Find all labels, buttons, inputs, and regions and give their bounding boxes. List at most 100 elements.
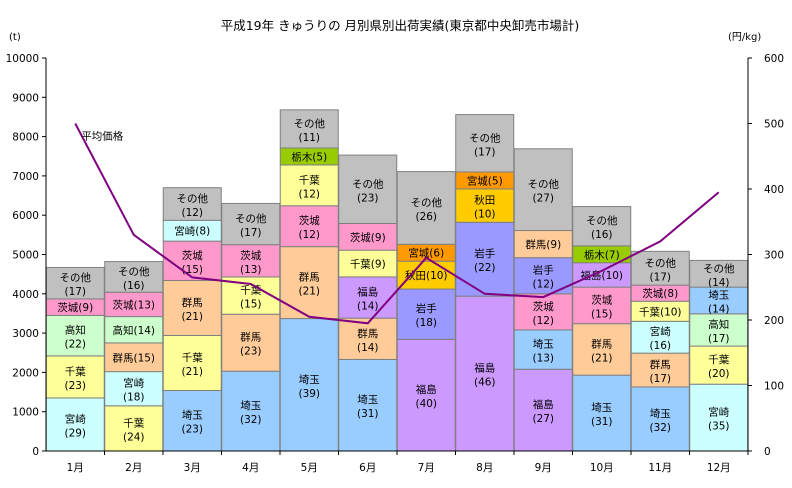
x-axis-labels: 1月 2月 3月 4月 5月 6月 7月 8月 9月 10月 11月 12月 [67,451,749,474]
bar-segment [455,221,515,297]
segment-label: 群馬 [591,337,612,350]
segment-label: 高知(14) [112,324,155,337]
bar-segment [513,148,573,232]
segment-label: 福島 [357,286,378,299]
segment-label: 高知 [708,318,729,331]
bar-segment [689,313,749,347]
segment-share: (21) [181,366,203,378]
segment-label: その他 [294,117,326,130]
bar-segment [572,286,632,325]
y2-tick-label: 300 [764,250,784,262]
segment-share: (27) [532,193,554,205]
chart-title: 平成19年 きゅうりの 月別県別出荷実績(東京都中央卸売市場計) [221,18,580,33]
segment-share: (13) [532,353,554,365]
segment-label: 岩手 [474,247,495,260]
segment-label: 千葉 [182,351,203,364]
bar-segment [513,293,573,331]
bar-segment [396,338,456,452]
segment-label: 宮崎 [123,377,144,390]
segment-share: (17) [708,333,730,345]
segment-label: 宮崎 [708,406,729,419]
segment-share: (32) [649,422,671,434]
segment-share: (26) [415,211,437,223]
segment-label: 千葉 [240,284,261,297]
segment-label: 宮城(6) [408,247,444,260]
segment-share: (21) [298,286,320,298]
segment-share: (16) [649,340,671,352]
segment-share: (14) [708,277,730,289]
y-tick-label: 3000 [12,328,39,340]
segment-label: 宮崎(8) [174,225,210,238]
bar-segment [572,206,632,247]
segment-share: (17) [649,373,671,385]
segment-label: 埼玉 [650,407,671,420]
segment-share: (46) [474,377,496,389]
segment-label: 宮崎 [650,325,671,338]
segment-label: 群馬(9) [525,238,561,251]
bar-segment [630,250,690,286]
bar-segment [396,260,456,290]
bar-segment [338,154,398,224]
segment-share: (24) [123,431,145,443]
bar-segment [455,114,515,173]
segment-share: (12) [298,229,320,241]
y2-tick-label: 600 [764,53,784,65]
segment-label: 埼玉 [182,409,203,422]
segment-share: (18) [123,392,145,404]
x-tick-label: 12月 [707,462,731,474]
segment-label: 群馬 [650,358,671,371]
segment-label: 秋田 [474,194,495,207]
y2-tick-label: 500 [764,119,784,131]
segment-share: (17) [240,227,262,239]
segment-label: 千葉 [123,416,144,429]
bar-segment [513,368,573,452]
segment-share: (29) [64,427,86,439]
bar-segment [104,405,164,452]
segment-share: (15) [181,264,203,276]
segment-label: 茨城 [533,300,554,313]
bar-segment [221,313,281,372]
segment-label: 千葉 [708,353,729,366]
segment-label: 群馬 [240,331,261,344]
segment-label: その他 [586,214,618,227]
x-tick-label: 5月 [301,462,318,474]
segment-share: (14) [357,342,379,354]
bar-segment [279,109,339,149]
bar-stacks: 宮崎 (29) 千葉 (23) 高知 (22) 茨城(9) その他 (17) 千葉 (24) 宮崎 (1… [45,109,749,452]
y2-tick-label: 400 [764,184,784,196]
x-tick-label: 7月 [418,462,435,474]
segment-label: 福島 [474,362,495,375]
segment-label: 千葉(10) [639,305,682,318]
bar-segment [572,374,632,452]
y2-tick-label: 0 [764,446,771,458]
segment-share: (14) [357,301,379,313]
segment-label: 埼玉 [357,393,378,406]
segment-label: 茨城(9) [57,301,93,314]
segment-label: 茨城(13) [112,298,155,311]
segment-share: (12) [181,207,203,219]
bar-segment [104,371,164,407]
segment-share: (21) [181,311,203,323]
segment-label: 群馬 [299,271,320,284]
price-line-label: 平均価格 [81,130,123,143]
bar-segment [221,202,281,246]
segment-label: 福島 [416,383,437,396]
bar-segment [162,187,222,221]
segment-label: 千葉(9) [350,258,386,271]
segment-label: 埼玉 [299,373,320,386]
segment-label: 栃木(7) [584,248,620,261]
y-tick-label: 4000 [12,289,39,301]
right-axis-ticks: 0 100 200 300 400 500 600 [748,53,784,458]
right-axis-unit: (円/kg) [728,32,761,43]
segment-share: (39) [298,388,320,400]
segment-share: (31) [591,416,613,428]
segment-label: 茨城 [182,249,203,262]
y-tick-label: 6000 [12,210,39,222]
segment-label: 群馬(15) [112,351,155,364]
segment-share: (23) [240,346,262,358]
segment-label: 宮崎 [65,412,86,425]
segment-label: 茨城 [299,214,320,227]
segment-share: (18) [415,317,437,329]
bar-segment [104,316,164,344]
